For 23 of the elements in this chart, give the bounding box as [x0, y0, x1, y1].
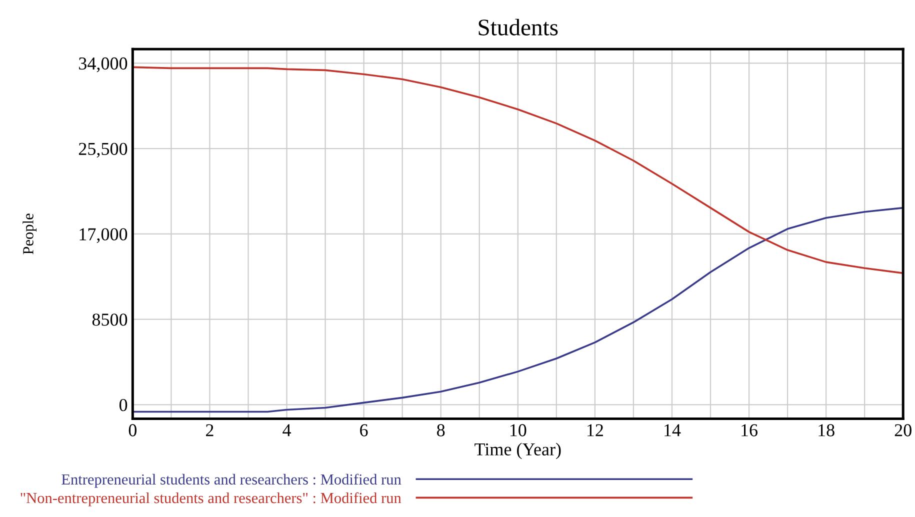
x-tick-label: 8: [437, 424, 445, 436]
y-axis-title: People: [22, 214, 36, 254]
x-tick-label: 16: [742, 424, 758, 436]
x-tick-label: 2: [206, 424, 214, 436]
x-axis-title: Time (Year): [474, 442, 561, 460]
x-tick-label: 6: [360, 424, 368, 436]
text: Entrepreneurial students and researchers : Modified run: [62, 474, 402, 488]
x-tick-label: 14: [664, 424, 681, 436]
y-tick-label: 17,000: [80, 228, 128, 243]
text: "Non-entrepreneurial students and researchers" : Modified run: [20, 492, 402, 506]
x-tick-label: 10: [510, 424, 526, 436]
y-tick-label: 0: [119, 398, 128, 412]
x-tick-label: 20: [894, 424, 912, 436]
y-tick-label: 25,500: [78, 142, 128, 158]
x-tick-label: 12: [587, 424, 603, 436]
line-series: [132, 206, 904, 413]
chart-title: Students: [478, 18, 558, 36]
x-tick-label: 18: [818, 424, 834, 436]
line-series: [132, 66, 904, 274]
x-tick-label: 4: [282, 424, 291, 436]
x-tick-label: 0: [128, 424, 136, 436]
y-tick-label: 34,000: [79, 57, 128, 72]
y-tick-label: 8500: [92, 314, 128, 326]
